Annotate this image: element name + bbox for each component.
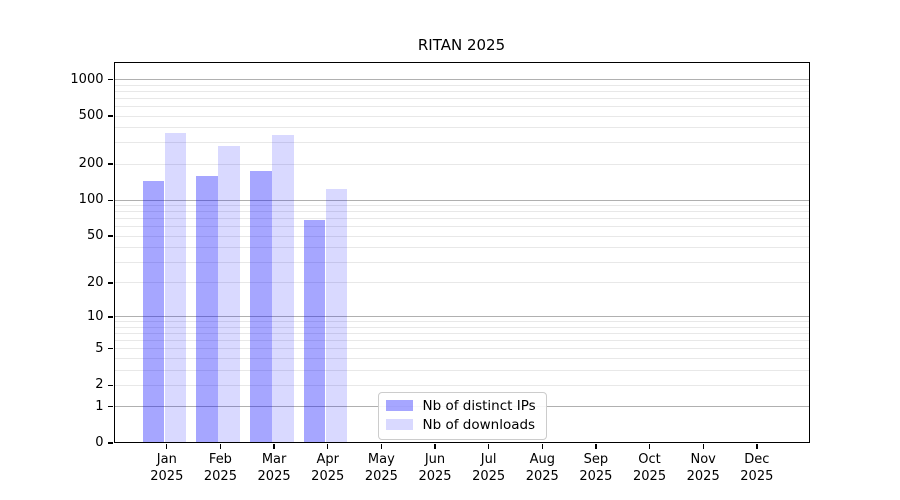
gridline-y-6 (113, 340, 810, 342)
y-tick-label-1000: 1000 (70, 71, 104, 87)
x-tick-jun (434, 444, 436, 449)
x-tick-feb (219, 444, 222, 449)
gridline-y-500 (113, 115, 810, 117)
bar-jan-downloads (164, 132, 187, 443)
x-tick-may (380, 444, 383, 449)
gridline-y-3 (113, 369, 810, 371)
y-tick-label-20: 20 (86, 274, 104, 290)
x-tick-label-mar: Mar 2025 (257, 452, 291, 484)
gridline-y-100 (113, 199, 810, 201)
x-tick-sep (595, 444, 597, 449)
y-tick-label-50: 50 (86, 228, 104, 244)
y-tick-label-100: 100 (78, 192, 104, 208)
gridline-y-50 (113, 235, 810, 237)
x-tick-label-jul: Jul 2025 (472, 452, 506, 484)
gridline-y-300 (113, 142, 810, 144)
x-tick-label-nov: Nov 2025 (686, 452, 720, 484)
gridline-y-1000 (113, 79, 810, 81)
legend-label-distinct-ips: Nb of distinct IPs (422, 397, 536, 414)
legend-swatch-distinct-ips (385, 400, 413, 411)
gridline-y-40 (113, 247, 810, 249)
gridline-y-10 (113, 316, 810, 318)
bar-apr-distinct-ips (303, 220, 326, 443)
bar-feb-distinct-ips (196, 175, 218, 443)
y-tick-label-1: 1 (95, 398, 104, 414)
bar-feb-downloads (218, 146, 240, 443)
bar-jan-distinct-ips (142, 180, 165, 443)
x-tick-label-jun: Jun 2025 (418, 452, 452, 484)
y-tick-20 (107, 282, 113, 284)
y-tick-100 (107, 199, 113, 201)
bar-mar-distinct-ips (250, 171, 272, 443)
legend: Nb of distinct IPs Nb of downloads (377, 391, 547, 440)
y-tick-label-2: 2 (95, 377, 104, 393)
x-tick-label-apr: Apr 2025 (311, 452, 345, 484)
gridline-y-900 (113, 84, 810, 86)
legend-label-downloads: Nb of downloads (422, 416, 536, 433)
y-tick-label-200: 200 (78, 156, 104, 172)
y-tick-5 (107, 348, 113, 350)
x-tick-label-jan: Jan 2025 (150, 452, 184, 484)
y-tick-200 (107, 163, 113, 165)
y-tick-label-500: 500 (78, 108, 104, 123)
gridline-y-60 (113, 226, 810, 228)
y-tick-10 (107, 316, 113, 318)
y-tick-label-0: 0 (95, 435, 104, 450)
gridline-y-800 (113, 90, 810, 92)
x-tick-label-oct: Oct 2025 (633, 452, 667, 484)
legend-item-downloads: Nb of downloads (385, 416, 536, 433)
y-tick-label-5: 5 (95, 340, 104, 356)
gridline-y-400 (113, 127, 810, 129)
gridline-y-80 (113, 211, 810, 213)
x-tick-aug (541, 444, 543, 449)
gridline-y-20 (113, 282, 810, 284)
gridline-y-2 (113, 384, 810, 386)
x-tick-jul (487, 444, 490, 449)
y-tick-50 (107, 235, 113, 237)
x-tick-dec (756, 444, 758, 449)
x-tick-mar (273, 444, 275, 449)
gridline-y-9 (113, 321, 810, 323)
x-tick-label-feb: Feb 2025 (203, 452, 237, 484)
plot-area: Nb of distinct IPs Nb of downloads 0 1 2 5 1… (70, 61, 810, 484)
gridline-y-200 (113, 163, 810, 165)
legend-swatch-downloads (385, 419, 413, 430)
x-tick-label-aug: Aug 2025 (525, 452, 559, 484)
gridline-y-90 (113, 205, 810, 207)
gridline-y-7 (113, 333, 810, 335)
gridline-y-4 (113, 357, 810, 359)
x-tick-jan (166, 444, 168, 449)
x-tick-nov (702, 444, 704, 449)
gridline-y-700 (113, 97, 810, 99)
x-tick-label-sep: Sep 2025 (579, 452, 613, 484)
x-tick-apr (327, 444, 329, 449)
x-tick-oct (648, 444, 651, 449)
bar-mar-downloads (272, 134, 294, 443)
x-tick-label-dec: Dec 2025 (740, 452, 774, 484)
x-tick-label-may: May 2025 (364, 452, 398, 484)
y-tick-500 (107, 115, 113, 117)
y-tick-1 (107, 405, 113, 408)
y-tick-1000 (107, 78, 113, 81)
gridline-y-8 (113, 326, 810, 328)
legend-item-distinct-ips: Nb of distinct IPs (385, 397, 536, 414)
gridline-y-600 (113, 105, 810, 107)
chart-title: RITAN 2025 (417, 36, 506, 54)
gridline-y-70 (113, 218, 810, 220)
y-tick-label-10: 10 (86, 308, 104, 324)
y-tick-0 (107, 442, 113, 444)
bar-apr-downloads (325, 188, 348, 443)
gridline-y-5 (113, 348, 810, 350)
y-tick-2 (107, 384, 113, 386)
gridline-y-30 (113, 261, 810, 263)
